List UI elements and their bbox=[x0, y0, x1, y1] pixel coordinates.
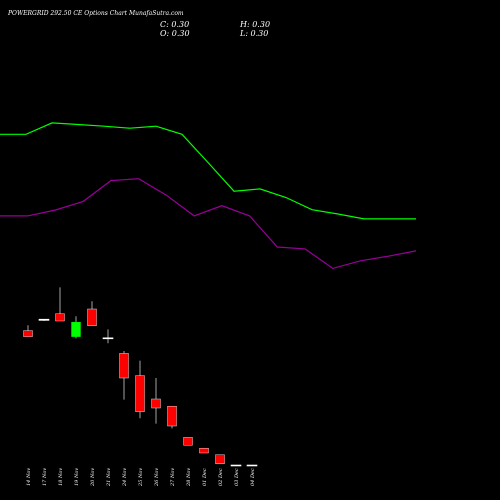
candle-body bbox=[119, 353, 129, 379]
candle-02-dec bbox=[215, 454, 225, 464]
x-tick-label: 27 Nov bbox=[170, 468, 176, 487]
candle-28-nov bbox=[183, 437, 193, 446]
candle-04-dec bbox=[246, 464, 258, 467]
candle-body bbox=[23, 330, 33, 337]
x-tick-label: 28 Nov bbox=[186, 468, 192, 487]
candle-body bbox=[246, 464, 258, 467]
candle-17-nov bbox=[38, 318, 50, 321]
candle-20-nov bbox=[87, 301, 97, 326]
x-tick-label: 18 Nov bbox=[58, 468, 64, 486]
candle-body bbox=[102, 337, 114, 340]
candle-21-nov bbox=[102, 329, 114, 344]
low-value: L: 0.30 bbox=[240, 29, 269, 38]
candle-body bbox=[38, 318, 50, 321]
x-tick-label: 24 Nov bbox=[122, 468, 128, 487]
candle-body bbox=[151, 398, 161, 409]
x-tick-label: 21 Nov bbox=[106, 468, 112, 487]
x-tick-label: 03 Dec bbox=[234, 468, 240, 486]
x-tick-label: 20 Nov bbox=[90, 468, 96, 487]
candle-14-nov bbox=[23, 325, 33, 337]
close-value: C: 0.30 bbox=[160, 20, 190, 29]
candle-body bbox=[183, 437, 193, 446]
candle-25-nov bbox=[135, 360, 145, 419]
indicator-line-1 bbox=[0, 122, 416, 220]
x-tick-label: 17 Nov bbox=[42, 468, 48, 486]
x-tick-label: 14 Nov bbox=[26, 468, 32, 486]
x-tick-label: 04 Dec bbox=[250, 468, 256, 486]
x-tick-label: 19 Nov bbox=[74, 468, 80, 486]
candle-body bbox=[199, 448, 209, 454]
x-tick-label: 25 Nov bbox=[138, 468, 144, 487]
candle-body bbox=[135, 375, 145, 412]
candle-body bbox=[87, 308, 97, 326]
candle-26-nov bbox=[151, 378, 161, 424]
candle-18-nov bbox=[55, 287, 65, 322]
candle-01-dec bbox=[199, 448, 209, 454]
indicator-line-2 bbox=[0, 178, 417, 270]
candle-body bbox=[55, 313, 65, 322]
x-tick-label: 02 Dec bbox=[218, 468, 224, 486]
candle-body bbox=[71, 322, 81, 337]
x-tick-label: 26 Nov bbox=[154, 468, 160, 487]
chart-title: POWERGRID 292.50 CE Options Chart Munafa… bbox=[8, 10, 184, 17]
candle-03-dec bbox=[230, 464, 242, 467]
candle-body bbox=[167, 406, 177, 427]
candle-24-nov bbox=[119, 351, 129, 400]
high-value: H: 0.30 bbox=[240, 20, 271, 29]
open-value: O: 0.30 bbox=[160, 29, 190, 38]
candle-19-nov bbox=[71, 316, 81, 339]
x-tick-label: 01 Dec bbox=[202, 468, 208, 486]
candle-27-nov bbox=[167, 406, 177, 429]
candle-body bbox=[230, 464, 242, 467]
candle-body bbox=[215, 454, 225, 464]
